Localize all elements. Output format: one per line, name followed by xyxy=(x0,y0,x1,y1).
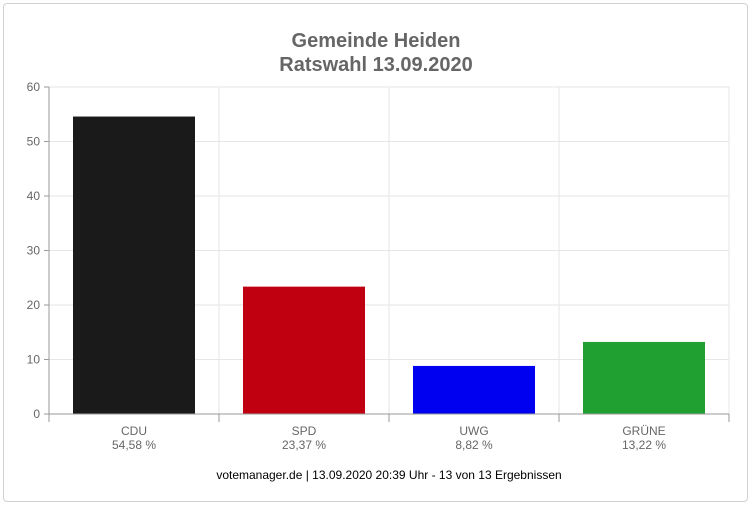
bar-cdu xyxy=(73,116,195,414)
y-tick-label: 10 xyxy=(27,353,41,367)
category-label: GRÜNE xyxy=(622,424,665,438)
y-tick-label: 60 xyxy=(27,80,41,94)
value-label: 23,37 % xyxy=(282,438,326,452)
bars xyxy=(73,116,705,414)
y-tick-label: 0 xyxy=(33,407,40,421)
chart-subtitle: Ratswahl 13.09.2020 xyxy=(279,54,472,76)
category-label: UWG xyxy=(459,424,488,438)
bar-uwg xyxy=(413,365,535,414)
y-tick-label: 20 xyxy=(27,298,41,312)
value-label: 8,82 % xyxy=(455,438,493,452)
chart-title: Gemeinde Heiden xyxy=(292,30,461,52)
category-label: CDU xyxy=(121,424,147,438)
value-label: 13,22 % xyxy=(622,438,666,452)
y-tick-label: 30 xyxy=(27,244,41,258)
chart-footer: votemanager.de | 13.09.2020 20:39 Uhr - … xyxy=(216,468,561,482)
x-axis xyxy=(48,87,730,422)
bar-spd xyxy=(243,286,365,414)
y-axis-ticks: 0 10 20 30 40 50 60 xyxy=(27,80,49,421)
bar-grüne xyxy=(583,341,705,414)
value-label: 54,58 % xyxy=(112,438,156,452)
category-label: SPD xyxy=(292,424,317,438)
y-tick-label: 50 xyxy=(27,135,41,149)
y-tick-label: 40 xyxy=(27,189,41,203)
